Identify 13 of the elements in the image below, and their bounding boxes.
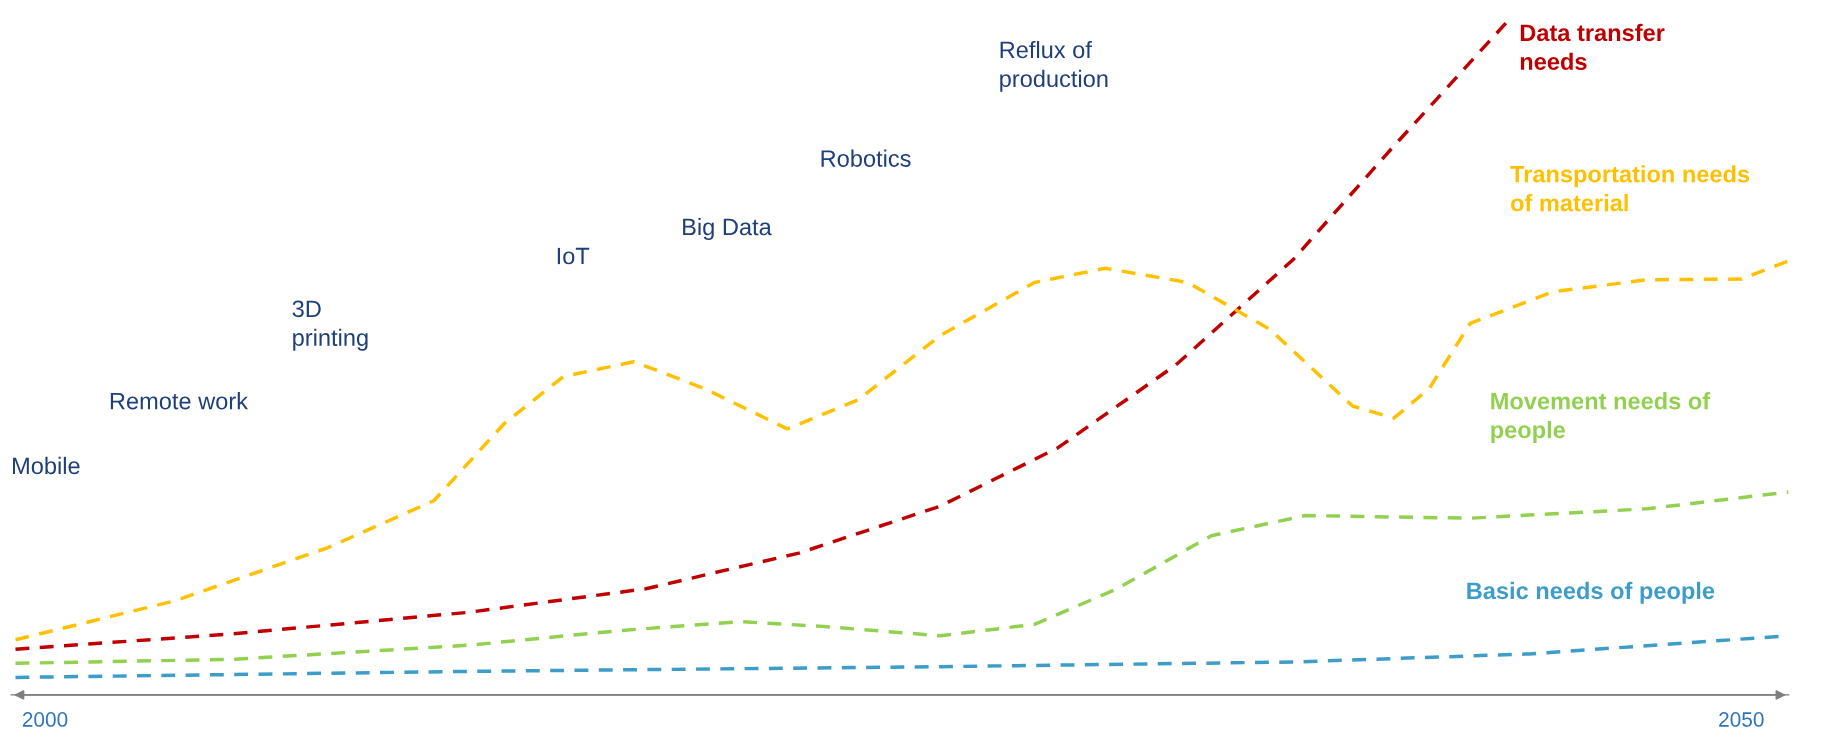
x-tick-label: 2000: [22, 712, 68, 727]
annotation: Robotics: [821, 149, 911, 167]
annotation: Big Data: [683, 217, 772, 240]
annotation: IoT: [557, 247, 590, 265]
text: Transportation needs of material: [1510, 165, 1750, 212]
annotation: 3D printing: [292, 300, 368, 351]
series-label: Data transfer needs: [1520, 23, 1665, 71]
annotation: Reflux of production: [1000, 40, 1108, 92]
x-tick-label: 2050: [1719, 712, 1764, 727]
text: Movement needs of people: [1491, 392, 1711, 443]
annotation: Remote work: [110, 392, 249, 410]
annotation: Mobile: [13, 456, 80, 475]
series-label: Basic needs of people: [1467, 581, 1715, 604]
